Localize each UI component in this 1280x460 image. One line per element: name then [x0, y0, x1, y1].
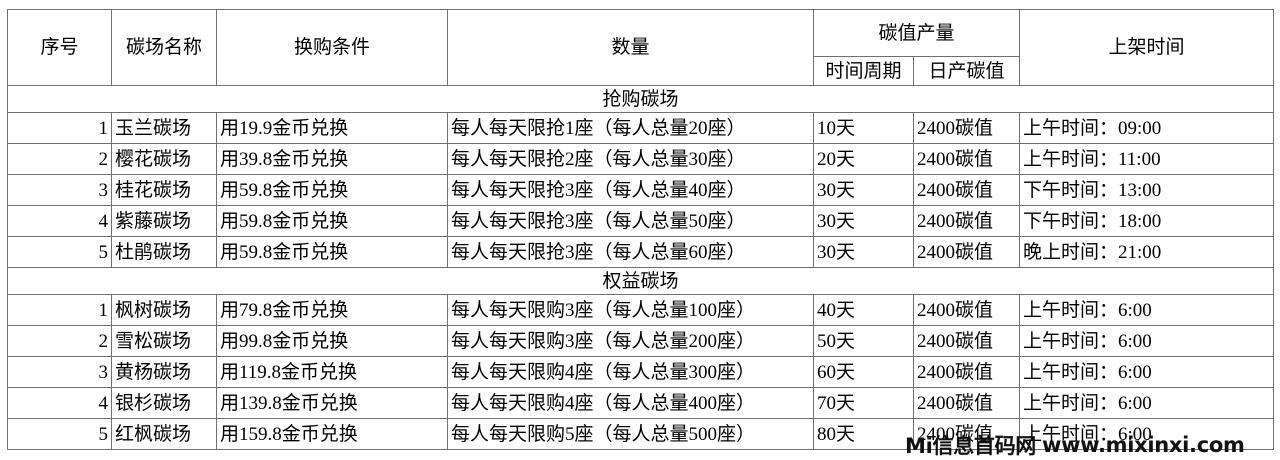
- cell-seq: 5: [7, 236, 112, 268]
- cell-listing-time: 下午时间：18:00: [1019, 205, 1275, 237]
- table-row: 4 紫藤碳场 用59.8金币兑换 每人每天限抢3座（每人总量50座） 30天 2…: [7, 205, 1275, 237]
- table-row: 2 樱花碳场 用39.8金币兑换 每人每天限抢2座（每人总量30座） 20天 2…: [7, 143, 1275, 175]
- column-header-listing-time: 上架时间: [1019, 9, 1275, 86]
- cell-daily-output: 2400碳值: [912, 236, 1021, 268]
- cell-daily-output: 2400碳值: [912, 174, 1021, 206]
- cell-quantity: 每人每天限抢2座（每人总量30座）: [447, 143, 814, 175]
- cell-condition: 用159.8金币兑换: [216, 418, 448, 450]
- section-title-rush: 抢购碳场: [6, 85, 1275, 113]
- cell-daily-output: 2400碳值: [912, 325, 1021, 357]
- cell-condition: 用59.8金币兑换: [216, 236, 448, 268]
- column-header-output-group: 碳值产量: [812, 9, 1021, 57]
- cell-seq: 2: [7, 325, 112, 357]
- cell-seq: 4: [7, 205, 112, 237]
- cell-listing-time: 上午时间：6:00: [1019, 294, 1275, 326]
- table-row: 5 红枫碳场 用159.8金币兑换 每人每天限购5座（每人总量500座） 80天…: [7, 418, 1275, 450]
- cell-cycle: 30天: [813, 205, 914, 237]
- cell-cycle: 80天: [813, 418, 914, 450]
- cell-condition: 用59.8金币兑换: [216, 174, 448, 206]
- cell-cycle: 20天: [813, 143, 914, 175]
- cell-name: 红枫碳场: [111, 418, 217, 450]
- cell-listing-time: 上午时间：6:00: [1019, 325, 1275, 357]
- section-header-row: 权益碳场: [6, 267, 1275, 295]
- table-body: 序号 碳场名称 换购条件 数量 碳值产量 上架时间 时间周期 日产碳值 抢购碳场…: [6, 9, 1275, 450]
- column-header-name: 碳场名称: [111, 9, 217, 86]
- cell-quantity: 每人每天限抢3座（每人总量50座）: [447, 205, 814, 237]
- column-header-condition: 换购条件: [216, 9, 448, 86]
- table-row: 3 黄杨碳场 用119.8金币兑换 每人每天限购4座（每人总量300座） 60天…: [7, 356, 1275, 388]
- cell-daily-output: 2400碳值: [912, 387, 1021, 419]
- cell-listing-time: 下午时间：13:00: [1019, 174, 1275, 206]
- section-header-row: 抢购碳场: [6, 85, 1275, 113]
- cell-name: 杜鹃碳场: [111, 236, 217, 268]
- cell-seq: 1: [7, 112, 112, 144]
- cell-quantity: 每人每天限购5座（每人总量500座）: [447, 418, 814, 450]
- cell-name: 樱花碳场: [111, 143, 217, 175]
- cell-listing-time: 上午时间：6:00: [1019, 387, 1275, 419]
- cell-quantity: 每人每天限抢1座（每人总量20座）: [447, 112, 814, 144]
- table-row: 5 杜鹃碳场 用59.8金币兑换 每人每天限抢3座（每人总量60座） 30天 2…: [7, 236, 1275, 268]
- cell-name: 桂花碳场: [111, 174, 217, 206]
- carbon-farm-table: 序号 碳场名称 换购条件 数量 碳值产量 上架时间 时间周期 日产碳值 抢购碳场…: [6, 9, 1275, 450]
- cell-cycle: 50天: [813, 325, 914, 357]
- table-row: 1 枫树碳场 用79.8金币兑换 每人每天限购3座（每人总量100座） 40天 …: [7, 294, 1275, 326]
- column-header-seq: 序号: [7, 9, 112, 86]
- cell-cycle: 40天: [813, 294, 914, 326]
- cell-cycle: 30天: [813, 236, 914, 268]
- cell-seq: 1: [7, 294, 112, 326]
- column-header-cycle: 时间周期: [813, 56, 914, 86]
- cell-name: 银杉碳场: [111, 387, 217, 419]
- cell-name: 枫树碳场: [111, 294, 217, 326]
- cell-cycle: 30天: [813, 174, 914, 206]
- cell-seq: 3: [7, 356, 112, 388]
- cell-quantity: 每人每天限购4座（每人总量300座）: [447, 356, 814, 388]
- cell-daily-output: 2400碳值: [912, 294, 1021, 326]
- cell-seq: 5: [7, 418, 112, 450]
- cell-quantity: 每人每天限购4座（每人总量400座）: [447, 387, 814, 419]
- cell-quantity: 每人每天限购3座（每人总量100座）: [447, 294, 814, 326]
- table-header-row-primary: 序号 碳场名称 换购条件 数量 碳值产量 上架时间: [7, 9, 1275, 86]
- table-header-row-secondary: 时间周期 日产碳值: [8, 56, 1274, 86]
- cell-seq: 4: [7, 387, 112, 419]
- cell-condition: 用39.8金币兑换: [216, 143, 448, 175]
- section-title-equity: 权益碳场: [6, 267, 1275, 295]
- cell-condition: 用19.9金币兑换: [216, 112, 448, 144]
- cell-name: 黄杨碳场: [111, 356, 217, 388]
- column-header-daily-output: 日产碳值: [912, 56, 1021, 86]
- cell-cycle: 60天: [813, 356, 914, 388]
- table-row: 2 雪松碳场 用99.8金币兑换 每人每天限购3座（每人总量200座） 50天 …: [7, 325, 1275, 357]
- cell-quantity: 每人每天限抢3座（每人总量60座）: [447, 236, 814, 268]
- table-row: 3 桂花碳场 用59.8金币兑换 每人每天限抢3座（每人总量40座） 30天 2…: [7, 174, 1275, 206]
- cell-seq: 3: [7, 174, 112, 206]
- cell-daily-output: 2400碳值: [912, 205, 1021, 237]
- cell-name: 紫藤碳场: [111, 205, 217, 237]
- cell-condition: 用139.8金币兑换: [216, 387, 448, 419]
- cell-listing-time: 上午时间：6:00: [1019, 418, 1275, 450]
- cell-name: 雪松碳场: [111, 325, 217, 357]
- cell-daily-output: 2400碳值: [912, 143, 1021, 175]
- cell-listing-time: 晚上时间：21:00: [1019, 236, 1275, 268]
- cell-daily-output: 2400碳值: [912, 112, 1021, 144]
- cell-name: 玉兰碳场: [111, 112, 217, 144]
- cell-quantity: 每人每天限抢3座（每人总量40座）: [447, 174, 814, 206]
- cell-condition: 用99.8金币兑换: [216, 325, 448, 357]
- cell-listing-time: 上午时间：6:00: [1019, 356, 1275, 388]
- cell-daily-output: 2400碳值: [912, 418, 1021, 450]
- table-row: 4 银杉碳场 用139.8金币兑换 每人每天限购4座（每人总量400座） 70天…: [7, 387, 1275, 419]
- cell-listing-time: 上午时间：11:00: [1019, 143, 1275, 175]
- cell-listing-time: 上午时间：09:00: [1019, 112, 1275, 144]
- table-row: 1 玉兰碳场 用19.9金币兑换 每人每天限抢1座（每人总量20座） 10天 2…: [7, 112, 1275, 144]
- cell-condition: 用59.8金币兑换: [216, 205, 448, 237]
- cell-cycle: 10天: [813, 112, 914, 144]
- cell-cycle: 70天: [813, 387, 914, 419]
- cell-daily-output: 2400碳值: [912, 356, 1021, 388]
- cell-condition: 用79.8金币兑换: [216, 294, 448, 326]
- column-header-quantity: 数量: [447, 9, 814, 86]
- cell-quantity: 每人每天限购3座（每人总量200座）: [447, 325, 814, 357]
- cell-condition: 用119.8金币兑换: [216, 356, 448, 388]
- cell-seq: 2: [7, 143, 112, 175]
